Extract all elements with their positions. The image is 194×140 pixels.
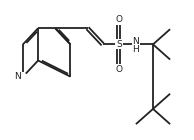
Text: O: O: [115, 65, 122, 74]
Text: N: N: [133, 37, 139, 46]
Text: N: N: [14, 72, 21, 81]
Text: S: S: [116, 40, 122, 49]
Text: H: H: [133, 45, 139, 54]
Text: O: O: [115, 15, 122, 24]
